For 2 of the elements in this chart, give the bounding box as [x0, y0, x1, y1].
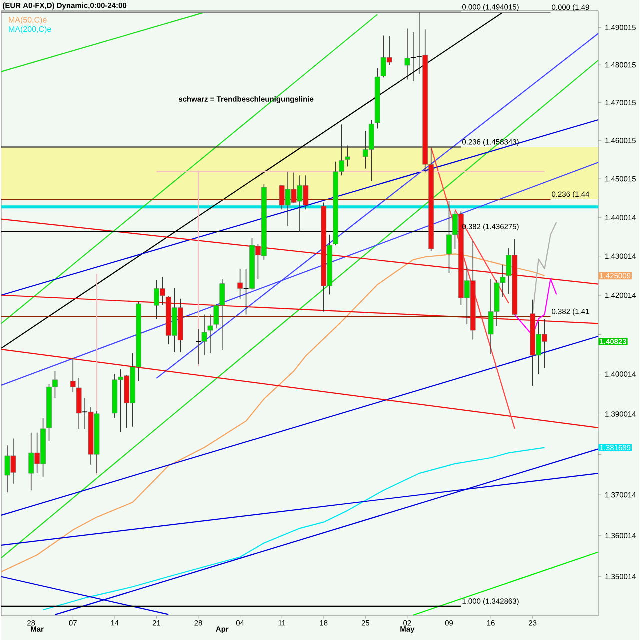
text: MA(200,C)e [9, 26, 52, 34]
text: MA(50,C)e [9, 16, 47, 24]
